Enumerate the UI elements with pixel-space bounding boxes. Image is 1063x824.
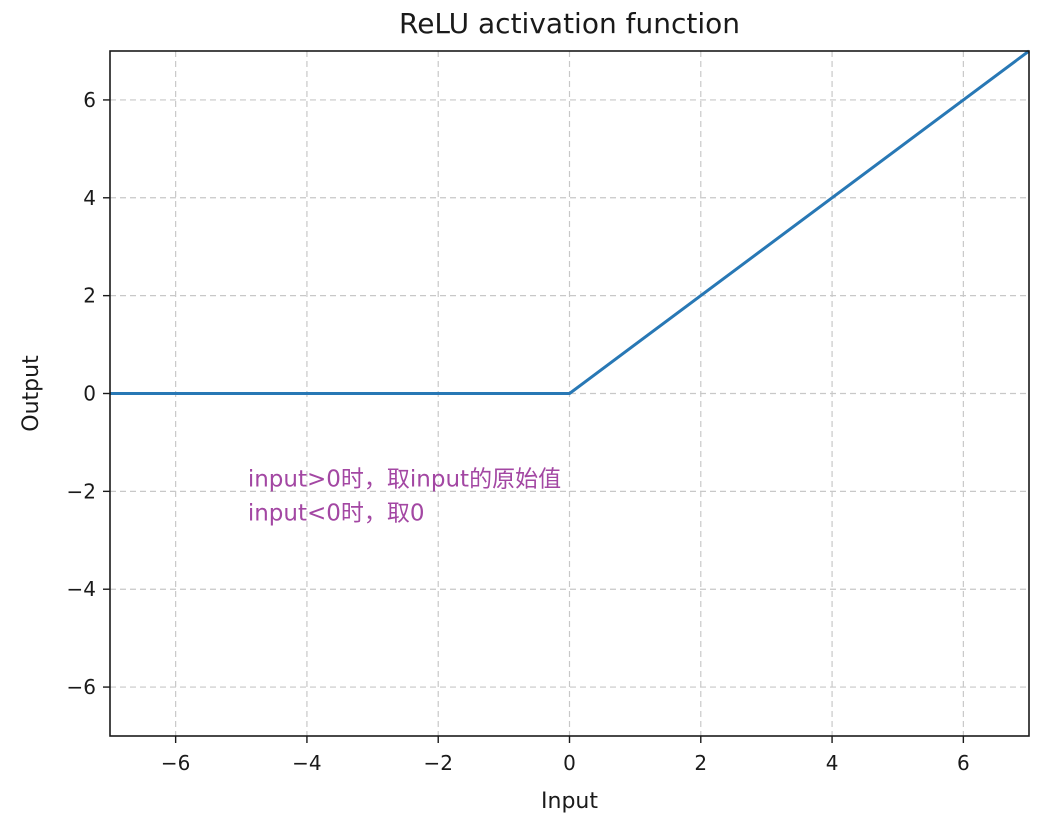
y-axis-label: Output [19,355,44,432]
annotations: input>0时，取input的原始值 input<0时，取0 [248,466,561,526]
y-tick-label: −2 [67,479,96,503]
gridlines [110,51,1029,736]
y-tick-label: −6 [67,675,96,699]
x-axis-label: Input [541,789,598,814]
y-tick-label: 0 [83,382,96,406]
annotation-text: input>0时，取input的原始值 [248,466,561,492]
y-tick-label: 6 [83,88,96,112]
annotation-text: input<0时，取0 [248,501,425,527]
ticks: −6 −4 −2 0 2 4 6 −6 −4 −2 0 2 4 6 [67,88,970,775]
x-tick-label: 6 [957,751,970,775]
x-tick-label: 2 [694,751,707,775]
x-tick-label: −4 [292,751,321,775]
x-tick-label: −2 [423,751,452,775]
y-tick-label: 2 [83,284,96,308]
relu-line [110,49,1030,395]
series-layer [110,49,1030,395]
y-tick-label: −4 [67,577,96,601]
x-tick-label: 0 [563,751,576,775]
chart-title: ReLU activation function [399,7,740,40]
x-tick-label: 4 [826,751,839,775]
y-tick-label: 4 [83,186,96,210]
x-tick-label: −6 [161,751,190,775]
